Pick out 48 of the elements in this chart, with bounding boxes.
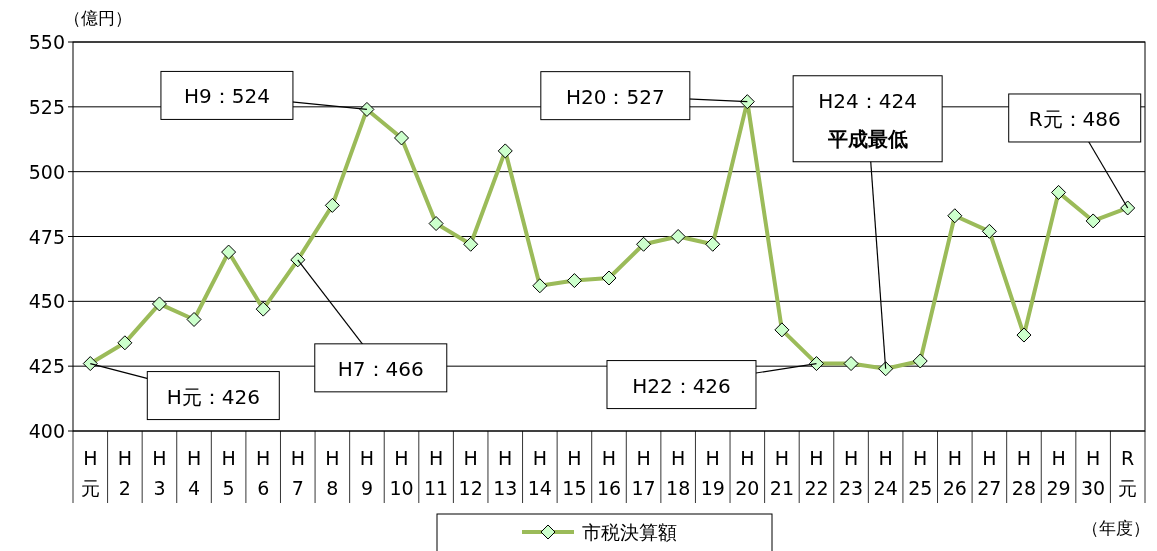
x-tick-label: H3 xyxy=(152,447,167,499)
x-tick-label: H20 xyxy=(735,447,760,499)
legend-label: 市税決算額 xyxy=(582,521,677,543)
x-tick-label: R元 xyxy=(1118,447,1138,499)
x-tick-label: H16 xyxy=(596,447,622,499)
x-tick-label: H5 xyxy=(221,447,236,499)
x-tick-label: H18 xyxy=(666,447,691,499)
x-tick-label: H2 xyxy=(117,447,133,499)
x-tick-label: H23 xyxy=(838,447,864,499)
y-tick-label: 475 xyxy=(28,225,65,248)
x-tick-label: H27 xyxy=(977,447,1002,499)
y-tick-label: 550 xyxy=(28,31,65,53)
x-tick-label: H10 xyxy=(389,447,414,499)
x-tick-label: H9 xyxy=(359,447,375,499)
x-tick-label: H22 xyxy=(804,447,829,499)
x-tick-label: H26 xyxy=(942,447,967,499)
annotation: R元：486 xyxy=(1028,106,1121,131)
x-tick-label: H19 xyxy=(700,447,725,499)
y-tick-label: 500 xyxy=(28,160,65,183)
x-tick-label: H28 xyxy=(1011,447,1037,499)
x-tick-label: H8 xyxy=(325,447,340,499)
x-tick-label: H6 xyxy=(256,447,271,499)
y-tick-label: 425 xyxy=(28,355,65,378)
annotation: H24：424 平成最低 xyxy=(818,88,917,151)
annotation: H20：527 xyxy=(565,84,665,109)
x-tick-label: H7 xyxy=(290,447,305,499)
x-tick-label: H25 xyxy=(908,447,933,499)
x-tick-label: H14 xyxy=(527,447,552,499)
annotation: H9：524 xyxy=(183,84,270,109)
x-axis-title: （年度） xyxy=(1082,518,1150,538)
annotation: H7：466 xyxy=(337,356,424,381)
x-tick-label: H30 xyxy=(1081,447,1106,499)
x-tick-label: H24 xyxy=(873,447,898,499)
y-tick-label: 525 xyxy=(28,95,65,118)
x-tick-label: H4 xyxy=(186,447,202,499)
x-tick-label: H17 xyxy=(631,447,656,499)
x-tick-label: H元 xyxy=(80,447,100,499)
annotation: H22：426 xyxy=(632,373,731,398)
x-tick-label: H13 xyxy=(493,447,518,499)
x-tick-label: H21 xyxy=(769,447,794,499)
x-tick-label: H29 xyxy=(1046,447,1071,499)
annotation: H元：426 xyxy=(166,384,260,409)
y-tick-label: 450 xyxy=(28,290,65,313)
x-tick-label: H12 xyxy=(458,447,483,499)
y-axis-title: （億円） xyxy=(64,8,132,28)
y-tick-label: 400 xyxy=(28,420,65,442)
x-tick-label: H11 xyxy=(424,447,449,499)
x-tick-label: H15 xyxy=(562,447,587,499)
